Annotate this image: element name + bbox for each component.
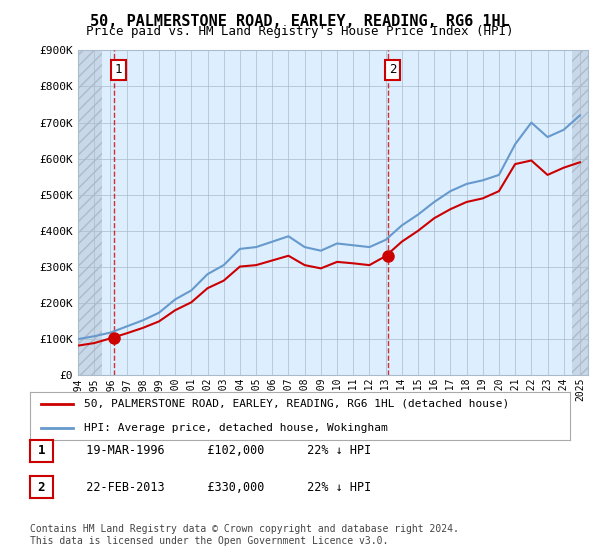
Text: Price paid vs. HM Land Registry's House Price Index (HPI): Price paid vs. HM Land Registry's House … xyxy=(86,25,514,38)
Text: 50, PALMERSTONE ROAD, EARLEY, READING, RG6 1HL: 50, PALMERSTONE ROAD, EARLEY, READING, R… xyxy=(90,14,510,29)
Text: 50, PALMERSTONE ROAD, EARLEY, READING, RG6 1HL (detached house): 50, PALMERSTONE ROAD, EARLEY, READING, R… xyxy=(84,399,509,409)
Text: 19-MAR-1996      £102,000      22% ↓ HPI: 19-MAR-1996 £102,000 22% ↓ HPI xyxy=(72,444,371,458)
Text: 1: 1 xyxy=(38,444,45,458)
Text: 22-FEB-2013      £330,000      22% ↓ HPI: 22-FEB-2013 £330,000 22% ↓ HPI xyxy=(72,480,371,494)
Text: 2: 2 xyxy=(389,63,397,76)
Text: 1: 1 xyxy=(115,63,122,76)
Text: 2: 2 xyxy=(38,480,45,494)
Text: Contains HM Land Registry data © Crown copyright and database right 2024.
This d: Contains HM Land Registry data © Crown c… xyxy=(30,524,459,546)
Bar xyxy=(78,50,102,375)
Bar xyxy=(572,50,600,375)
Text: HPI: Average price, detached house, Wokingham: HPI: Average price, detached house, Woki… xyxy=(84,423,388,433)
